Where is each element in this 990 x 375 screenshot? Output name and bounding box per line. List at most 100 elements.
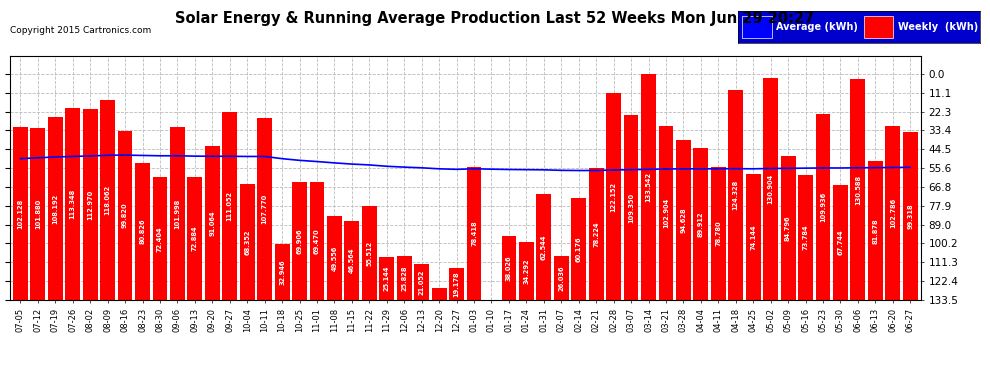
Bar	[589, 168, 604, 300]
Bar	[223, 112, 238, 300]
Text: 72.884: 72.884	[192, 225, 198, 251]
Text: Average (kWh): Average (kWh)	[776, 22, 858, 32]
Text: 133.542: 133.542	[645, 172, 651, 202]
Text: 78.418: 78.418	[471, 221, 477, 246]
Bar	[798, 175, 813, 300]
Bar	[763, 78, 778, 300]
Text: 118.062: 118.062	[105, 185, 111, 215]
Bar	[606, 93, 621, 300]
Text: 130.904: 130.904	[767, 174, 773, 204]
Bar	[502, 236, 517, 300]
Text: 49.556: 49.556	[332, 245, 338, 271]
Bar	[903, 132, 918, 300]
Text: 25.144: 25.144	[384, 266, 390, 291]
Text: 78.780: 78.780	[716, 220, 722, 246]
Bar	[449, 267, 464, 300]
Text: 62.544: 62.544	[541, 234, 546, 260]
Text: 38.026: 38.026	[506, 255, 512, 280]
Text: 74.144: 74.144	[750, 224, 756, 250]
Bar	[65, 108, 80, 300]
Bar	[135, 163, 149, 300]
Bar	[362, 206, 377, 300]
Bar	[170, 128, 185, 300]
Bar	[729, 90, 743, 300]
Text: 122.152: 122.152	[611, 182, 617, 212]
Bar	[816, 114, 831, 300]
Text: 69.906: 69.906	[297, 228, 303, 254]
Text: 34.292: 34.292	[524, 258, 530, 284]
Bar	[205, 146, 220, 300]
Bar	[414, 264, 429, 300]
Bar	[48, 117, 62, 300]
Text: 46.564: 46.564	[348, 248, 354, 273]
Text: 21.052: 21.052	[419, 269, 425, 295]
Text: 55.512: 55.512	[366, 240, 372, 266]
Bar	[274, 244, 289, 300]
Text: 73.784: 73.784	[803, 225, 809, 251]
Text: 32.946: 32.946	[279, 259, 285, 285]
Bar	[745, 174, 760, 300]
Text: 69.470: 69.470	[314, 228, 320, 254]
Text: 78.224: 78.224	[593, 221, 599, 247]
Text: 89.912: 89.912	[698, 211, 704, 237]
Bar	[379, 258, 394, 300]
Bar	[100, 100, 115, 300]
Text: 130.588: 130.588	[855, 174, 861, 204]
Text: 101.998: 101.998	[174, 198, 180, 229]
Text: 26.036: 26.036	[558, 265, 564, 291]
Bar	[885, 126, 900, 300]
Bar	[345, 221, 359, 300]
Text: 99.318: 99.318	[907, 203, 913, 229]
Text: 68.352: 68.352	[245, 230, 250, 255]
Text: 108.192: 108.192	[52, 193, 58, 224]
Text: 67.744: 67.744	[838, 230, 843, 255]
Bar	[83, 109, 98, 300]
Text: Copyright 2015 Cartronics.com: Copyright 2015 Cartronics.com	[10, 26, 151, 35]
Text: 102.904: 102.904	[663, 198, 669, 228]
Bar	[432, 288, 446, 300]
Bar	[642, 74, 656, 300]
Text: 109.936: 109.936	[820, 192, 826, 222]
Text: 60.176: 60.176	[576, 236, 582, 262]
Text: 113.348: 113.348	[69, 189, 75, 219]
Text: 109.350: 109.350	[628, 192, 634, 222]
Bar	[152, 177, 167, 300]
Bar	[742, 16, 771, 38]
Bar	[658, 126, 673, 300]
Text: 94.628: 94.628	[680, 207, 686, 233]
Bar	[711, 166, 726, 300]
Text: 124.328: 124.328	[733, 180, 739, 210]
Bar	[519, 242, 534, 300]
Bar	[781, 156, 796, 300]
Bar	[240, 184, 254, 300]
Bar	[310, 182, 325, 300]
Bar	[850, 79, 865, 300]
Text: 25.828: 25.828	[401, 266, 407, 291]
Text: 81.878: 81.878	[872, 218, 878, 243]
Text: 91.064: 91.064	[209, 210, 215, 236]
Bar	[863, 16, 893, 38]
Text: 101.880: 101.880	[35, 199, 41, 229]
Text: 111.052: 111.052	[227, 191, 233, 221]
Text: 112.970: 112.970	[87, 189, 93, 219]
Bar	[397, 256, 412, 300]
Bar	[187, 177, 202, 300]
Bar	[292, 182, 307, 300]
Bar	[13, 127, 28, 300]
Text: 102.128: 102.128	[18, 198, 24, 229]
Bar	[693, 148, 708, 300]
Bar	[257, 118, 272, 300]
Text: 107.770: 107.770	[261, 194, 267, 224]
Bar	[868, 161, 883, 300]
Text: 84.796: 84.796	[785, 215, 791, 241]
Bar	[553, 256, 568, 300]
Bar	[118, 131, 133, 300]
Text: 80.826: 80.826	[140, 219, 146, 245]
Bar	[327, 216, 342, 300]
Bar	[466, 167, 481, 300]
Text: Solar Energy & Running Average Production Last 52 Weeks Mon Jun 29 20:27: Solar Energy & Running Average Productio…	[175, 11, 815, 26]
Text: 19.178: 19.178	[453, 271, 459, 297]
Bar	[624, 115, 639, 300]
Text: 99.820: 99.820	[122, 203, 128, 228]
Bar	[537, 194, 551, 300]
